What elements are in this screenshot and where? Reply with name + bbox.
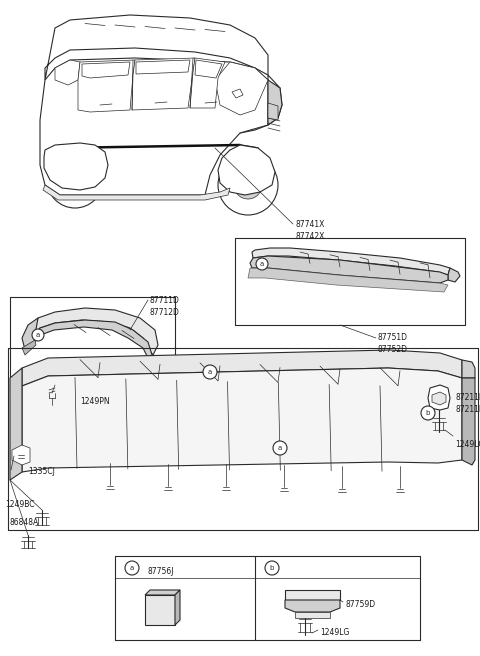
- Polygon shape: [22, 368, 462, 472]
- Polygon shape: [35, 308, 158, 355]
- Polygon shape: [195, 60, 222, 78]
- Polygon shape: [22, 350, 462, 386]
- Polygon shape: [22, 340, 36, 355]
- Polygon shape: [35, 320, 152, 358]
- Text: a: a: [260, 261, 264, 267]
- Polygon shape: [190, 58, 225, 108]
- Text: 87759D: 87759D: [345, 600, 375, 609]
- Polygon shape: [462, 378, 475, 465]
- Polygon shape: [132, 58, 195, 110]
- Polygon shape: [10, 368, 22, 480]
- Text: 87712D: 87712D: [150, 308, 180, 317]
- Polygon shape: [78, 60, 135, 112]
- Polygon shape: [432, 392, 446, 405]
- Text: b: b: [270, 565, 274, 571]
- Text: 1335CJ: 1335CJ: [28, 467, 55, 476]
- Text: 87751D: 87751D: [378, 333, 408, 342]
- Text: 1249PN: 1249PN: [80, 397, 109, 406]
- Circle shape: [265, 561, 279, 575]
- Circle shape: [421, 406, 435, 420]
- Text: a: a: [130, 565, 134, 571]
- Text: 87756J: 87756J: [148, 567, 175, 576]
- Text: 1249LG: 1249LG: [320, 628, 349, 637]
- Polygon shape: [45, 15, 268, 80]
- Circle shape: [32, 329, 44, 341]
- Polygon shape: [428, 385, 450, 410]
- Polygon shape: [55, 60, 80, 85]
- Text: 87711D: 87711D: [150, 296, 180, 305]
- Polygon shape: [240, 75, 282, 133]
- Text: a: a: [278, 445, 282, 451]
- Circle shape: [234, 171, 262, 199]
- Circle shape: [203, 365, 217, 379]
- Circle shape: [47, 152, 103, 208]
- Polygon shape: [218, 145, 275, 195]
- Text: a: a: [36, 332, 40, 338]
- Text: 87742X: 87742X: [295, 232, 324, 241]
- Text: 87752D: 87752D: [378, 345, 408, 354]
- Polygon shape: [136, 60, 190, 74]
- Polygon shape: [175, 590, 180, 625]
- Polygon shape: [43, 185, 230, 200]
- Text: 87211F: 87211F: [455, 405, 480, 414]
- Polygon shape: [268, 80, 282, 125]
- Text: 1249BC: 1249BC: [5, 500, 35, 509]
- Text: 87741X: 87741X: [295, 220, 324, 229]
- Text: 86848A: 86848A: [10, 518, 39, 527]
- Polygon shape: [40, 58, 268, 195]
- Polygon shape: [285, 600, 340, 612]
- Polygon shape: [12, 445, 30, 465]
- Polygon shape: [215, 62, 268, 115]
- Polygon shape: [295, 612, 330, 618]
- Text: 1249LG: 1249LG: [455, 440, 480, 449]
- Polygon shape: [145, 595, 175, 625]
- Circle shape: [218, 155, 278, 215]
- Polygon shape: [22, 318, 38, 350]
- Polygon shape: [462, 360, 475, 378]
- Circle shape: [273, 441, 287, 455]
- Polygon shape: [285, 590, 340, 600]
- Polygon shape: [44, 143, 108, 190]
- Polygon shape: [145, 590, 180, 595]
- Circle shape: [62, 167, 88, 193]
- Polygon shape: [232, 89, 243, 98]
- Text: 87211E: 87211E: [455, 393, 480, 402]
- Polygon shape: [448, 268, 460, 282]
- Polygon shape: [248, 268, 448, 292]
- Polygon shape: [252, 248, 450, 275]
- Polygon shape: [250, 256, 448, 283]
- Polygon shape: [268, 103, 278, 120]
- Circle shape: [125, 561, 139, 575]
- Circle shape: [256, 258, 268, 270]
- Text: a: a: [208, 369, 212, 375]
- Polygon shape: [82, 62, 130, 78]
- Text: b: b: [426, 410, 430, 416]
